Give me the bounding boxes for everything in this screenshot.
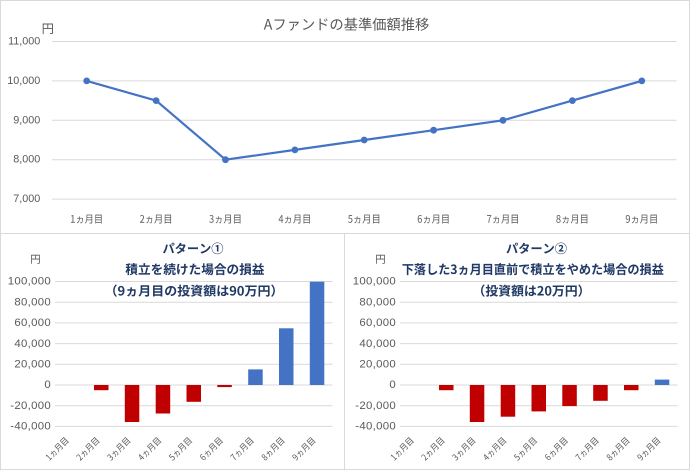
svg-text:-20,000: -20,000 [10, 400, 51, 412]
svg-text:80,000: 80,000 [359, 296, 396, 308]
svg-text:60,000: 60,000 [359, 317, 396, 329]
svg-text:9,000: 9,000 [13, 114, 40, 126]
svg-text:40,000: 40,000 [359, 338, 396, 350]
svg-text:60,000: 60,000 [14, 317, 51, 329]
svg-text:7,000: 7,000 [13, 193, 40, 205]
svg-text:8,000: 8,000 [13, 154, 40, 166]
svg-text:-40,000: -40,000 [10, 421, 51, 433]
svg-text:-20,000: -20,000 [355, 400, 396, 412]
svg-text:20,000: 20,000 [359, 359, 396, 371]
svg-text:10,000: 10,000 [7, 75, 40, 87]
svg-text:0: 0 [389, 379, 396, 391]
svg-text:20,000: 20,000 [14, 359, 51, 371]
svg-text:-40,000: -40,000 [355, 421, 396, 433]
svg-text:80,000: 80,000 [14, 296, 51, 308]
svg-text:0: 0 [44, 379, 51, 391]
svg-text:100,000: 100,000 [353, 276, 396, 288]
svg-text:100,000: 100,000 [8, 276, 51, 288]
svg-text:11,000: 11,000 [8, 36, 40, 48]
svg-text:40,000: 40,000 [14, 338, 51, 350]
